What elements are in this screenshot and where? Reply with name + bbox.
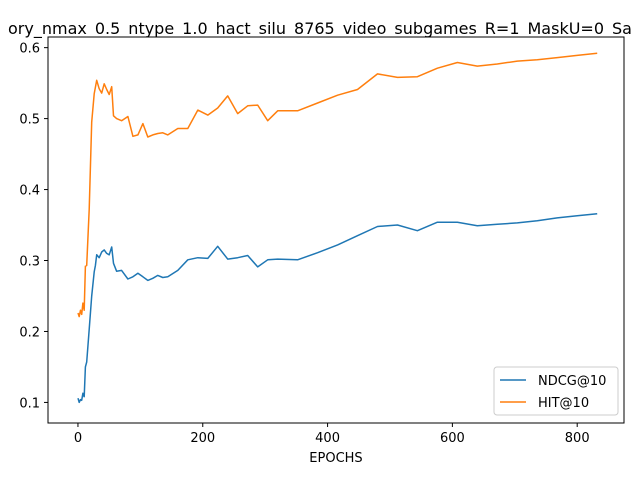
- y-tick-label: 0.3: [19, 255, 40, 270]
- legend-box: [493, 366, 619, 416]
- legend: NDCG@10 HIT@10: [493, 366, 619, 416]
- y-tick-label: 0.2: [19, 325, 40, 340]
- legend-label: HIT@10: [538, 396, 589, 411]
- series-layer: [77, 52, 598, 404]
- x-tick-label: 0: [74, 431, 82, 446]
- y-tick-label: 0.4: [19, 184, 40, 199]
- x-axis-label: EPOCHS: [309, 451, 362, 466]
- y-tick-label: 0.6: [19, 42, 40, 57]
- y-tick-label: 0.5: [19, 113, 40, 128]
- chart-title: ory_nmax_0.5_ntype_1.0_hact_silu_8765_vi…: [8, 19, 632, 39]
- plot-area: [48, 37, 624, 423]
- axes: 0 200 400 600 800 0.1 0.2 0.3 0.4 0.5 0.6: [19, 42, 589, 446]
- plot-frame: [47, 36, 625, 424]
- x-tick-label: 800: [565, 431, 590, 446]
- legend-label: NDCG@10: [538, 374, 606, 389]
- x-tick-label: 200: [190, 431, 215, 446]
- series-line-ndcg-10: [77, 212, 598, 404]
- series-line-hit-10: [77, 52, 598, 318]
- y-tick-label: 0.1: [19, 396, 40, 411]
- x-tick-label: 400: [315, 431, 340, 446]
- x-tick-label: 600: [440, 431, 465, 446]
